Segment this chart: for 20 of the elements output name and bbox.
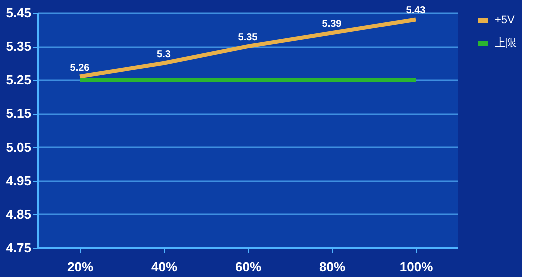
x-tick-label: 100%: [400, 260, 434, 274]
data-label: 5.35: [238, 32, 258, 44]
y-tick-label: 5.05: [6, 140, 32, 155]
x-tick-label: 60%: [235, 260, 262, 274]
y-tick-label: 4.95: [6, 173, 32, 188]
x-tick-label: 80%: [319, 260, 346, 274]
y-tick-label: 5.45: [6, 6, 32, 20]
x-tick-label: 20%: [67, 260, 94, 274]
y-tick-label: 5.35: [6, 39, 32, 54]
legend-label: +5V: [495, 14, 516, 26]
y-tick-label: 5.15: [6, 106, 32, 122]
y-tick-label: 4.85: [6, 206, 32, 222]
data-label: 5.43: [406, 6, 426, 17]
y-tick-label: 4.75: [6, 240, 32, 256]
data-label: 5.3: [157, 49, 172, 60]
data-label: 5.39: [322, 19, 342, 30]
y-tick-label: 5.25: [6, 72, 32, 88]
x-tick-label: 40%: [151, 260, 178, 274]
legend-label: 上限: [495, 36, 517, 50]
data-label: 5.26: [70, 62, 90, 74]
